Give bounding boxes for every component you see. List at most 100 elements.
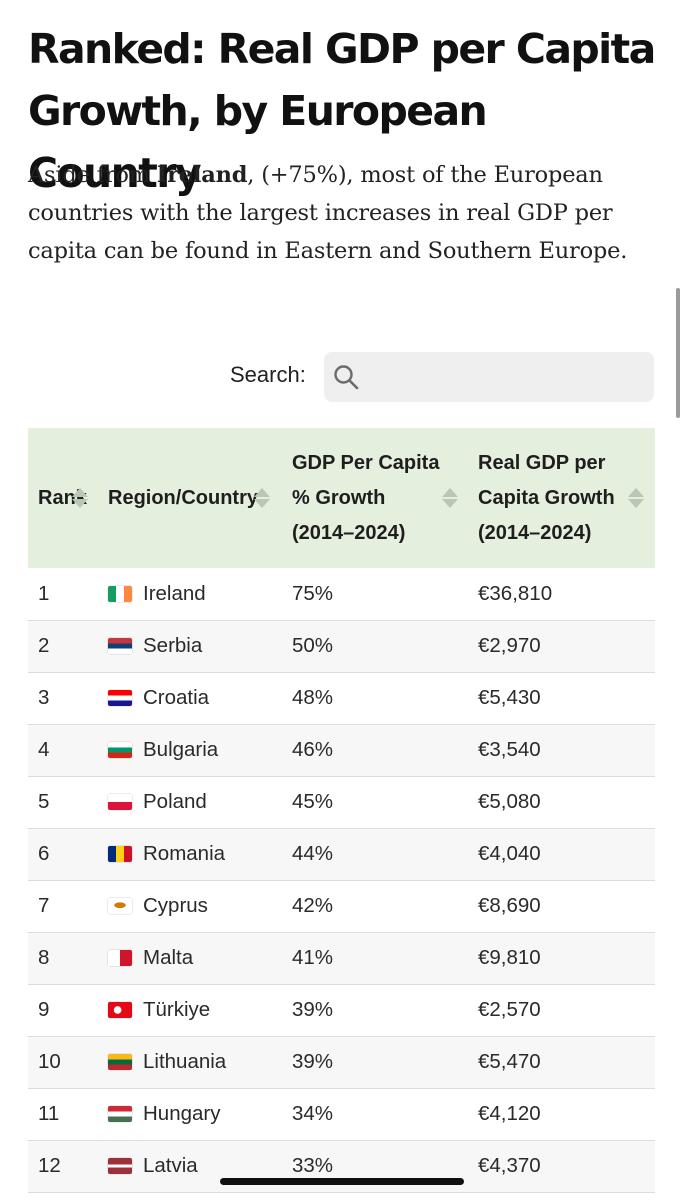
- country-name: Serbia: [143, 634, 203, 657]
- gdp-cell: €4,370: [478, 1140, 655, 1193]
- country-cell: Hungary: [108, 1088, 292, 1141]
- poland-flag-icon: [108, 794, 132, 810]
- country-name: Malta: [143, 946, 194, 969]
- gdp-cell: €36,810: [478, 568, 655, 621]
- gdp-cell: €5,080: [478, 776, 655, 829]
- country-cell: Poland: [108, 776, 292, 829]
- croatia-flag-icon: [108, 690, 132, 706]
- country-name: Türkiye: [143, 998, 211, 1021]
- scrollbar-thumb[interactable]: [676, 288, 680, 418]
- gdp-cell: €2,970: [478, 620, 655, 673]
- country-name: Lithuania: [143, 1050, 227, 1073]
- intro-text-start: Aside from: [28, 162, 157, 188]
- growth-cell: 48%: [292, 672, 478, 725]
- country-cell: Serbia: [108, 620, 292, 673]
- sort-arrows-icon[interactable]: [628, 488, 644, 508]
- growth-cell: 44%: [292, 828, 478, 881]
- growth-cell: 41%: [292, 932, 478, 985]
- growth-cell: 45%: [292, 776, 478, 829]
- gdp-cell: €4,040: [478, 828, 655, 881]
- column-header-gdp[interactable]: Real GDP per Capita Growth (2014–2024): [478, 428, 655, 568]
- table-row: 8 Malta 41% €9,810: [28, 932, 655, 985]
- country-name: Romania: [143, 842, 226, 865]
- bulgaria-flag-icon: [108, 742, 132, 758]
- rank-cell: 10: [28, 1036, 108, 1089]
- page-title: Ranked: Real GDP per Capita Growth, by E…: [28, 25, 656, 197]
- serbia-flag-icon: [108, 638, 132, 654]
- country-cell: Cyprus: [108, 880, 292, 933]
- table-row: 9 Türkiye 39% €2,570: [28, 984, 655, 1037]
- table-row: 3 Croatia 48% €5,430: [28, 672, 655, 725]
- growth-cell: 42%: [292, 880, 478, 933]
- country-name: Hungary: [143, 1102, 221, 1125]
- column-header-label: GDP Per Capita % Growth (2014–2024): [292, 451, 440, 544]
- ireland-flag-icon: [108, 585, 132, 602]
- sort-arrows-icon[interactable]: [72, 488, 88, 508]
- gdp-cell: €5,470: [478, 1036, 655, 1089]
- country-cell: Ireland: [108, 568, 292, 621]
- country-cell: Malta: [108, 932, 292, 985]
- country-cell: Croatia: [108, 672, 292, 725]
- gdp-cell: €3,540: [478, 724, 655, 777]
- cyprus-flag-icon: [108, 898, 132, 914]
- rank-cell: 7: [28, 880, 108, 933]
- column-header-rank[interactable]: Rank: [28, 428, 108, 568]
- turkiye-flag-icon: [108, 1002, 132, 1018]
- growth-cell: 75%: [292, 568, 478, 621]
- ranking-table-container: Rank Region/Country GDP Per Capita % Gro…: [28, 428, 655, 1193]
- rank-cell: 6: [28, 828, 108, 881]
- growth-cell: 39%: [292, 984, 478, 1037]
- growth-cell: 39%: [292, 1036, 478, 1089]
- rank-cell: 12: [28, 1140, 108, 1193]
- gdp-cell: €8,690: [478, 880, 655, 933]
- hungary-flag-icon: [108, 1106, 132, 1122]
- country-cell: Latvia: [108, 1140, 292, 1193]
- rank-cell: 2: [28, 620, 108, 673]
- column-header-growth[interactable]: GDP Per Capita % Growth (2014–2024): [292, 428, 478, 568]
- column-header-country[interactable]: Region/Country: [108, 428, 292, 568]
- country-cell: Bulgaria: [108, 724, 292, 777]
- gdp-cell: €4,120: [478, 1088, 655, 1141]
- search-input[interactable]: [368, 352, 652, 404]
- table-header-row: Rank Region/Country GDP Per Capita % Gro…: [28, 428, 655, 568]
- growth-cell: 50%: [292, 620, 478, 673]
- intro-paragraph: Aside from Ireland, (+75%), most of the …: [28, 156, 668, 270]
- table-row: 2 Serbia 50% €2,970: [28, 620, 655, 673]
- rank-cell: 1: [28, 568, 108, 621]
- intro-highlight: Ireland: [156, 162, 248, 188]
- table-row: 5 Poland 45% €5,080: [28, 776, 655, 829]
- gdp-cell: €5,430: [478, 672, 655, 725]
- column-header-label: Real GDP per Capita Growth (2014–2024): [478, 451, 615, 544]
- country-name: Croatia: [143, 686, 210, 709]
- intro-text-end: , (+75%), most of the European countries…: [28, 162, 628, 264]
- country-name: Poland: [143, 790, 207, 813]
- rank-cell: 8: [28, 932, 108, 985]
- country-name: Ireland: [143, 581, 206, 605]
- romania-flag-icon: [108, 846, 132, 862]
- sort-arrows-icon[interactable]: [442, 488, 458, 508]
- table-row: 6 Romania 44% €4,040: [28, 828, 655, 881]
- table-row: 10 Lithuania 39% €5,470: [28, 1036, 655, 1089]
- rank-cell: 4: [28, 724, 108, 777]
- sort-arrows-icon[interactable]: [254, 488, 270, 508]
- table-row: 7 Cyprus 42% €8,690: [28, 880, 655, 933]
- table-row: 1 Ireland 75% €36,810: [28, 568, 655, 621]
- home-indicator[interactable]: [220, 1178, 464, 1185]
- rank-cell: 9: [28, 984, 108, 1037]
- search-label: Search:: [230, 362, 306, 387]
- rank-cell: 3: [28, 672, 108, 725]
- search-box[interactable]: [324, 352, 654, 404]
- country-name: Bulgaria: [143, 738, 219, 761]
- lithuania-flag-icon: [108, 1054, 132, 1070]
- country-cell: Lithuania: [108, 1036, 292, 1089]
- gdp-cell: €9,810: [478, 932, 655, 985]
- gdp-cell: €2,570: [478, 984, 655, 1037]
- column-header-label: Region/Country: [108, 486, 258, 509]
- country-name: Latvia: [143, 1154, 198, 1177]
- table-row: 4 Bulgaria 46% €3,540: [28, 724, 655, 777]
- latvia-flag-icon: [108, 1158, 132, 1174]
- growth-cell: 46%: [292, 724, 478, 777]
- search-icon: [334, 365, 359, 390]
- country-cell: Romania: [108, 828, 292, 881]
- rank-cell: 5: [28, 776, 108, 829]
